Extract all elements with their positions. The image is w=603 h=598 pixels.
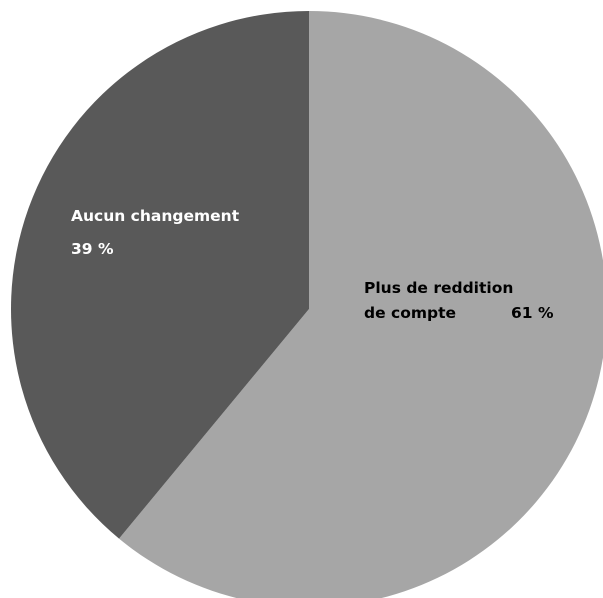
slice-value-aucun-changement: 39 % bbox=[71, 240, 114, 258]
slice-label-aucun-changement: Aucun changement bbox=[71, 207, 240, 225]
pie-slices bbox=[11, 11, 603, 598]
pie-slice-1 bbox=[11, 11, 310, 539]
slice-label-reddition-line-2: de compte bbox=[364, 304, 456, 322]
pie-slice-0 bbox=[119, 11, 603, 598]
slice-label-reddition-line-1: Plus de reddition bbox=[364, 279, 513, 297]
slice-value-reddition: 61 % bbox=[511, 304, 554, 322]
